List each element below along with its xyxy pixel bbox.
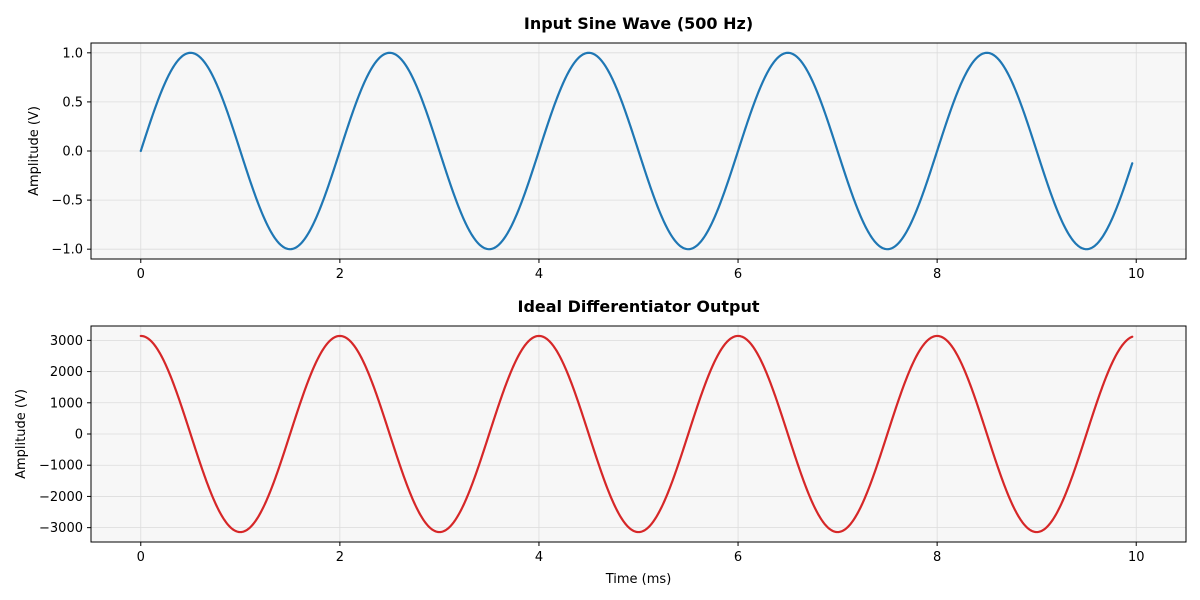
x-tick-label: 6 bbox=[734, 267, 742, 282]
y-tick-label: 1.0 bbox=[62, 46, 83, 61]
series-line bbox=[139, 51, 1134, 251]
y-tick-label: −3000 bbox=[39, 521, 83, 536]
x-tick-label: 2 bbox=[336, 267, 344, 282]
x-tick-label: 4 bbox=[535, 550, 543, 565]
y-tick-label: −0.5 bbox=[51, 194, 83, 209]
chart-title: Input Sine Wave (500 Hz) bbox=[524, 14, 753, 33]
x-tick-label: 10 bbox=[1128, 267, 1145, 282]
x-tick-label: 8 bbox=[933, 267, 941, 282]
x-tick-label: 6 bbox=[734, 550, 742, 565]
y-tick-label: −1000 bbox=[39, 459, 83, 474]
series-line bbox=[139, 334, 1134, 534]
y-axis-label: Amplitude (V) bbox=[27, 106, 42, 196]
input-sine-panel: 0 2 4 6 8 10 −1.0 −0.5 0.0 0.5 1.0 Input Sine Wave … bbox=[27, 14, 1187, 282]
differentiator-output-panel: 0 2 4 6 8 10 −3000 −2000 −1000 0 1000 2000 3000 Ideal… bbox=[14, 297, 1187, 587]
y-tick-label: 2000 bbox=[50, 365, 83, 380]
y-tick-label: 0 bbox=[75, 428, 83, 443]
x-tick-label: 10 bbox=[1128, 550, 1145, 565]
chart-title: Ideal Differentiator Output bbox=[518, 297, 760, 316]
x-tick-label: 4 bbox=[535, 267, 543, 282]
y-tick-label: −1.0 bbox=[51, 243, 83, 258]
y-tick-label: 0.0 bbox=[62, 145, 83, 160]
y-tick-label: 1000 bbox=[50, 396, 83, 411]
x-tick-label: 0 bbox=[137, 267, 145, 282]
y-tick-label: −2000 bbox=[39, 490, 83, 505]
x-axis-label: Time (ms) bbox=[605, 572, 672, 587]
y-tick-label: 0.5 bbox=[62, 95, 83, 110]
y-axis-label: Amplitude (V) bbox=[14, 389, 29, 479]
x-tick-label: 2 bbox=[336, 550, 344, 565]
y-tick-label: 3000 bbox=[50, 334, 83, 349]
x-tick-label: 0 bbox=[137, 550, 145, 565]
x-tick-label: 8 bbox=[933, 550, 941, 565]
